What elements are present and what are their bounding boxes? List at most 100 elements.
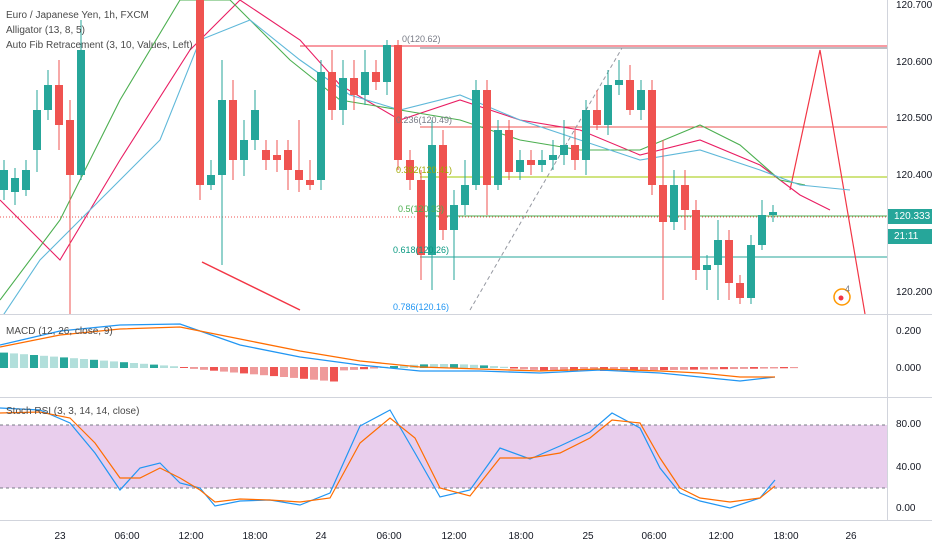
candle-body bbox=[251, 110, 259, 140]
candle-body bbox=[55, 85, 63, 125]
macd-bar bbox=[620, 367, 628, 371]
stoch-svg bbox=[0, 407, 887, 509]
macd-bar bbox=[560, 367, 568, 371]
macd-svg bbox=[0, 323, 798, 382]
macd-bar bbox=[750, 367, 758, 369]
macd-bar bbox=[670, 367, 678, 370]
macd-bar bbox=[400, 365, 408, 368]
candle-body bbox=[483, 90, 491, 185]
time-axis[interactable]: 23 06:00 12:00 18:00 24 06:00 12:00 18:0… bbox=[0, 520, 932, 551]
candle-body bbox=[361, 72, 369, 95]
candle-body bbox=[505, 130, 513, 172]
price-axis[interactable]: 120.700 120.600 120.500 120.400 120.200 … bbox=[887, 0, 932, 314]
alligator-legend[interactable]: Alligator (13, 8, 5) bbox=[6, 25, 85, 36]
candle-body bbox=[538, 160, 546, 165]
candle-body bbox=[593, 110, 601, 125]
candle-body bbox=[317, 72, 325, 180]
candle-body bbox=[262, 150, 270, 160]
price-plot[interactable]: Euro / Japanese Yen, 1h, FXCM Alligator … bbox=[0, 0, 887, 314]
macd-bar bbox=[110, 361, 118, 368]
time-tick: 12:00 bbox=[708, 531, 734, 542]
candle-body bbox=[372, 72, 380, 82]
price-pane[interactable]: Euro / Japanese Yen, 1h, FXCM Alligator … bbox=[0, 0, 932, 314]
time-tick: 23 bbox=[54, 531, 66, 542]
macd-bar bbox=[440, 364, 448, 368]
stoch-pane[interactable]: Stoch RSI (3, 3, 14, 14, close) 80.00 40… bbox=[0, 398, 932, 520]
stoch-tick: 0.00 bbox=[896, 503, 916, 514]
macd-bar bbox=[710, 367, 718, 370]
macd-bar bbox=[730, 367, 738, 370]
candle-body bbox=[350, 78, 358, 95]
candle-body bbox=[77, 50, 85, 175]
candle-body bbox=[218, 100, 226, 175]
macd-bar bbox=[470, 364, 478, 368]
price-legend: Euro / Japanese Yen, 1h, FXCM Alligator … bbox=[6, 8, 193, 53]
price-tick: 120.700 bbox=[896, 0, 932, 11]
candle-body bbox=[758, 215, 766, 245]
candle-body bbox=[394, 45, 402, 160]
candle-body bbox=[769, 212, 777, 215]
macd-bar bbox=[720, 367, 728, 370]
macd-bar bbox=[490, 366, 498, 368]
candle-body bbox=[670, 185, 678, 222]
stoch-axis[interactable]: 80.00 40.00 0.00 bbox=[887, 398, 932, 520]
candle-body bbox=[450, 205, 458, 230]
current-price-tag: 120.333 bbox=[888, 209, 932, 224]
macd-axis[interactable]: 0.200 0.000 bbox=[887, 315, 932, 397]
candle-body bbox=[692, 210, 700, 270]
candle-body bbox=[406, 160, 414, 180]
macd-bar bbox=[430, 364, 438, 368]
macd-legend-title[interactable]: MACD (12, 26, close, 9) bbox=[6, 326, 113, 337]
macd-bar bbox=[40, 355, 48, 368]
macd-bar bbox=[700, 367, 708, 370]
time-tick: 06:00 bbox=[114, 531, 140, 542]
macd-bar bbox=[340, 367, 348, 371]
macd-bar bbox=[550, 367, 558, 371]
time-tick: 12:00 bbox=[441, 531, 467, 542]
stoch-band bbox=[0, 425, 887, 488]
candle-body bbox=[725, 240, 733, 283]
candle-body bbox=[472, 90, 480, 185]
price-tick: 120.500 bbox=[896, 113, 932, 124]
stoch-k-line bbox=[0, 407, 776, 509]
symbol-title[interactable]: Euro / Japanese Yen, 1h, FXCM bbox=[6, 10, 149, 21]
macd-bar bbox=[360, 367, 368, 370]
macd-bar bbox=[250, 367, 258, 375]
candle-body bbox=[66, 120, 74, 175]
macd-plot[interactable]: MACD (12, 26, close, 9) bbox=[0, 315, 887, 397]
candle-body bbox=[44, 85, 52, 110]
fib-label-618: 0.618(120.26) bbox=[393, 245, 450, 255]
macd-tick: 0.200 bbox=[896, 326, 922, 337]
macd-pane[interactable]: MACD (12, 26, close, 9) 0.200 0.000 bbox=[0, 315, 932, 397]
macd-bar bbox=[50, 356, 58, 368]
time-tick: 06:00 bbox=[641, 531, 667, 542]
macd-bar bbox=[530, 367, 538, 370]
macd-bar bbox=[20, 354, 28, 368]
price-chart-svg bbox=[0, 0, 887, 314]
stoch-legend-title[interactable]: Stoch RSI (3, 3, 14, 14, close) bbox=[6, 406, 140, 417]
candle-body bbox=[615, 80, 623, 85]
macd-bar bbox=[650, 367, 658, 371]
candle-body bbox=[306, 180, 314, 185]
fib-label-236: 0.236(120.49) bbox=[396, 115, 453, 125]
macd-line bbox=[0, 323, 776, 382]
candle-body bbox=[273, 155, 281, 160]
fib-label-786: 0.786(120.16) bbox=[393, 302, 450, 312]
pane-separator[interactable] bbox=[0, 314, 932, 315]
candle-body bbox=[736, 283, 744, 298]
marker-count: 4 bbox=[845, 284, 851, 294]
pane-separator[interactable] bbox=[0, 397, 932, 398]
macd-bar bbox=[370, 367, 378, 369]
candle-body bbox=[328, 72, 336, 110]
fib-legend[interactable]: Auto Fib Retracement (3, 10, Values, Lef… bbox=[6, 40, 193, 51]
event-marker-icon[interactable] bbox=[833, 288, 851, 306]
macd-bar bbox=[640, 367, 648, 371]
candle-body bbox=[648, 90, 656, 185]
time-tick: 06:00 bbox=[376, 531, 402, 542]
stoch-plot[interactable]: Stoch RSI (3, 3, 14, 14, close) bbox=[0, 398, 887, 520]
macd-bar bbox=[260, 367, 268, 376]
macd-bar bbox=[220, 367, 228, 372]
candle-body bbox=[681, 185, 689, 210]
time-tick: 18:00 bbox=[508, 531, 534, 542]
time-tick: 24 bbox=[315, 531, 327, 542]
